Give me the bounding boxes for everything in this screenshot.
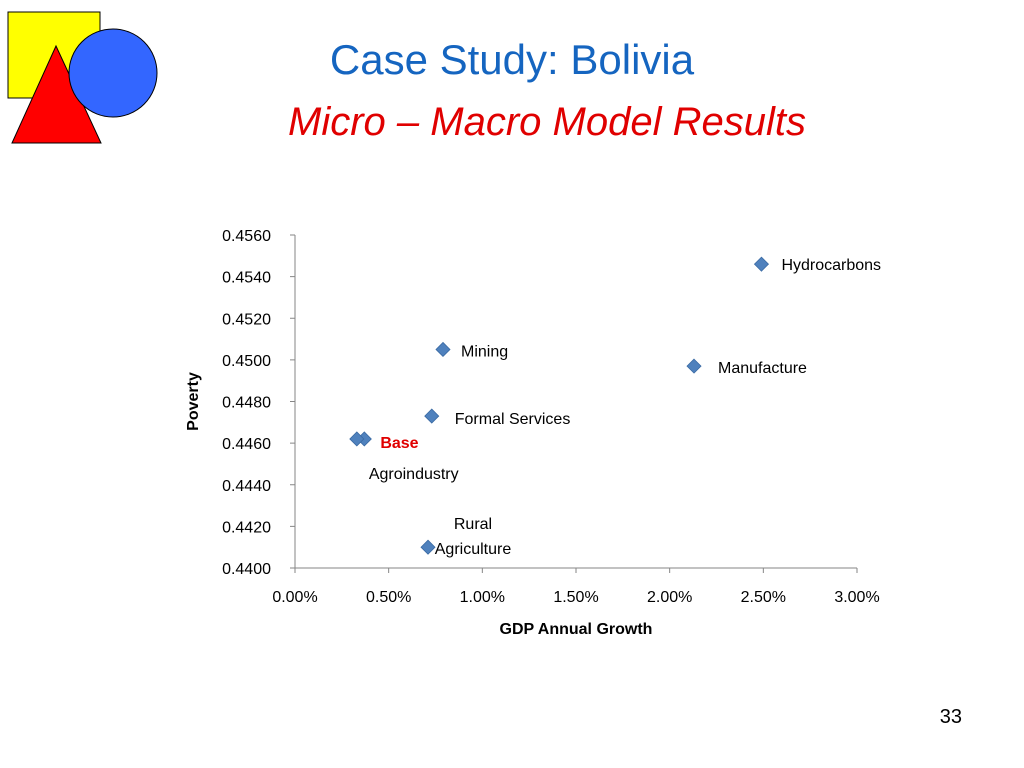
point-label: Mining xyxy=(461,343,508,360)
x-tick-label: 2.50% xyxy=(741,589,786,606)
point-label-line: Formal Services xyxy=(455,411,571,428)
point-label-line: Rural xyxy=(454,516,492,533)
x-tick-label: 0.00% xyxy=(272,589,317,606)
y-tick-label: 0.4540 xyxy=(222,270,271,287)
x-tick-label: 3.00% xyxy=(834,589,879,606)
y-tick-label: 0.4420 xyxy=(222,519,271,536)
point-label: Formal Services xyxy=(455,411,571,428)
x-tick-label: 1.50% xyxy=(553,589,598,606)
point-label-line: Hydrocarbons xyxy=(781,257,881,274)
data-point xyxy=(686,358,702,374)
x-tick-label: 2.00% xyxy=(647,589,692,606)
scatter-chart: 0.4400 0.4420 0.4440 0.4460 0.4480 0.4500 0.45… xyxy=(185,228,881,638)
point-label-line: Agriculture xyxy=(435,541,512,558)
point-label: Agroindustry xyxy=(369,466,459,483)
data-point xyxy=(753,256,770,272)
y-tick-label: 0.4440 xyxy=(222,478,271,495)
data-point xyxy=(349,431,365,447)
point-label: Base xyxy=(380,435,418,452)
y-tick-label: 0.4400 xyxy=(222,561,271,578)
slide-subtitle: Micro – Macro Model Results xyxy=(288,100,806,144)
y-tick-label: 0.4460 xyxy=(222,436,271,453)
point-label: Rural Agriculture xyxy=(435,516,512,558)
point-label-line: Mining xyxy=(461,343,508,360)
data-point xyxy=(424,408,440,424)
slide-title: Case Study: Bolivia xyxy=(329,36,695,83)
data-point xyxy=(435,341,451,358)
y-tick-label: 0.4500 xyxy=(222,353,271,370)
y-axis-title: Poverty xyxy=(185,372,202,431)
y-tick-label: 0.4480 xyxy=(222,395,271,412)
point-label: Manufacture xyxy=(718,360,807,377)
y-tick-label: 0.4560 xyxy=(222,228,271,245)
logo-shapes xyxy=(7,11,158,144)
point-label-line: Base xyxy=(380,435,418,452)
point-label-line: Manufacture xyxy=(718,360,807,377)
point-label-line: Agroindustry xyxy=(369,466,459,483)
x-tick-label: 1.00% xyxy=(460,589,505,606)
y-tick-label: 0.4520 xyxy=(222,311,271,328)
blue-circle-shape xyxy=(68,28,158,118)
data-point xyxy=(420,539,436,555)
x-tick-label: 0.50% xyxy=(366,589,411,606)
page-number: 33 xyxy=(939,706,962,728)
x-axis-title: GDP Annual Growth xyxy=(500,621,653,638)
point-label: Hydrocarbons xyxy=(781,257,881,274)
